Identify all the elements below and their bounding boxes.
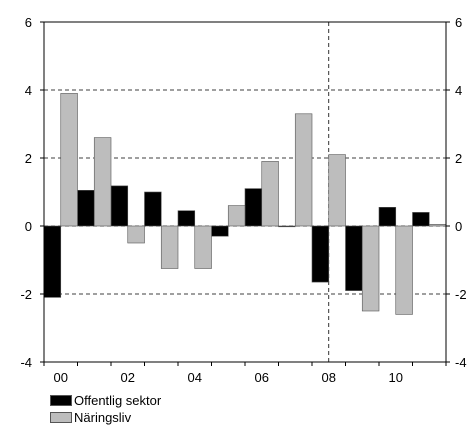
y-tick-label-right: -2 (455, 287, 467, 302)
legend-item-naringsliv: Näringsliv (50, 409, 161, 426)
bar-naringsliv-2005 (227, 205, 246, 227)
legend-label-offentlig: Offentlig sektor (74, 393, 162, 408)
bar-naringsliv-2000 (60, 93, 78, 227)
bar-naringsliv-2008 (328, 154, 346, 227)
y-tick-label-left: 6 (25, 15, 32, 30)
bar-offentlig-2001 (77, 190, 95, 227)
y-tick-label-left: -2 (20, 287, 32, 302)
bar-naringsliv-2003 (160, 225, 179, 269)
x-tick-label: 04 (188, 370, 202, 385)
bar-offentlig-2000 (43, 225, 62, 298)
y-tick-label-left: 2 (25, 151, 32, 166)
bar-offentlig-2003 (144, 191, 162, 227)
bar-offentlig-2009 (345, 225, 363, 291)
bar-offentlig-2002 (110, 185, 129, 227)
bar-naringsliv-2002 (127, 225, 145, 244)
y-tick-label-left: 4 (25, 83, 32, 98)
x-tick-label: 02 (121, 370, 135, 385)
bar-offentlig-2005 (211, 225, 229, 237)
y-tick-label-right: 0 (455, 219, 462, 234)
y-tick-label-right: 2 (455, 151, 462, 166)
bar-naringsliv-2010 (395, 225, 413, 315)
bar-naringsliv-2001 (93, 137, 112, 227)
bar-naringsliv-2007 (294, 113, 313, 227)
tick-labels: 6 4 2 0 -2 -4 6 4 2 0 -2 -4 00 02 04 06 08 10 (20, 15, 466, 385)
x-tick-label: 10 (389, 370, 403, 385)
legend-swatch-naringsliv (50, 412, 72, 423)
axes (40, 21, 450, 366)
x-tick-label: 00 (54, 370, 68, 385)
y-tick-label-left: -4 (20, 355, 32, 370)
x-tick-label: 06 (255, 370, 269, 385)
bar-offentlig-2010 (378, 207, 397, 227)
bar-offentlig-2007 (278, 225, 296, 228)
legend: Offentlig sektor Näringsliv (50, 392, 161, 426)
y-tick-label-right: 6 (455, 15, 462, 30)
legend-item-offentlig: Offentlig sektor (50, 392, 161, 409)
bar-offentlig-2011 (412, 212, 430, 227)
legend-swatch-offentlig (50, 395, 72, 406)
bar-naringsliv-2011 (428, 224, 447, 227)
legend-label-naringsliv: Näringsliv (74, 410, 132, 425)
bar-naringsliv-2004 (194, 225, 212, 269)
bar-offentlig-2008 (311, 225, 330, 283)
bar-offentlig-2004 (177, 210, 196, 227)
bars (43, 93, 447, 315)
bar-offentlig-2006 (244, 188, 263, 227)
y-tick-label-left: 0 (25, 219, 32, 234)
bar-naringsliv-2006 (261, 161, 279, 227)
y-tick-label-right: 4 (455, 83, 462, 98)
bar-naringsliv-2009 (361, 225, 380, 312)
x-tick-label: 08 (322, 370, 336, 385)
y-tick-label-right: -4 (455, 355, 467, 370)
